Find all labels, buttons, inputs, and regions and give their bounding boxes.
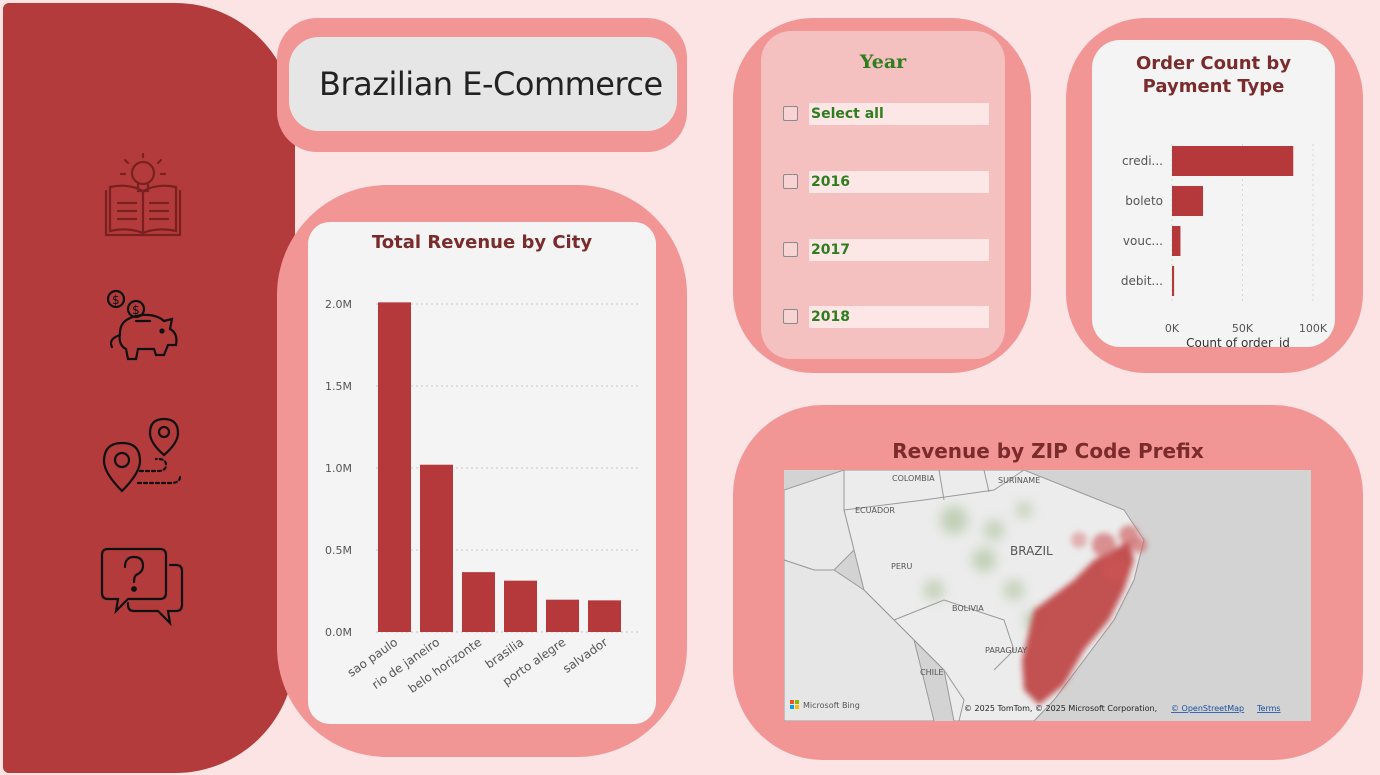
revenue-zip-title: Revenue by ZIP Code Prefix bbox=[892, 439, 1204, 463]
checkbox[interactable] bbox=[783, 242, 798, 257]
map-label-chile: CHILE bbox=[920, 668, 943, 677]
bar bbox=[462, 572, 495, 632]
svg-text:$: $ bbox=[112, 293, 120, 307]
map-label-peru: PERU bbox=[891, 562, 912, 571]
year-option-select-all[interactable]: Select all bbox=[783, 103, 989, 125]
y-tick-label: vouc... bbox=[1123, 234, 1163, 248]
map-label-paraguay: PARAGUAY bbox=[985, 646, 1027, 655]
revenue-zip-card: Revenue by ZIP Code Prefix bbox=[733, 405, 1363, 760]
map-view[interactable]: COLOMBIA SURINAME ECUADOR BRAZIL PERU BO… bbox=[784, 470, 1311, 721]
payment-title-line1: Order Count by bbox=[1135, 53, 1292, 74]
bar bbox=[1172, 146, 1294, 176]
title-box: Brazilian E-Commerce bbox=[289, 37, 677, 131]
payment-type-card: Order Count by Payment Type 0K 50K 100K cre… bbox=[1066, 18, 1363, 373]
bing-logo-icon bbox=[790, 700, 794, 704]
year-option-2018[interactable]: 2018 bbox=[783, 306, 989, 328]
y-tick-label: credi... bbox=[1122, 154, 1163, 168]
map-label-brazil: BRAZIL bbox=[1010, 544, 1053, 558]
checkbox[interactable] bbox=[783, 174, 798, 189]
y-tick-label: 1.0M bbox=[325, 462, 352, 475]
bing-logo-text: Microsoft Bing bbox=[803, 701, 860, 710]
y-tick-label: debit... bbox=[1121, 274, 1163, 288]
payment-title-line2: Payment Type bbox=[1142, 76, 1285, 97]
year-filter-card: Year Select all 2016 2017 2018 bbox=[733, 18, 1031, 373]
payment-type-title: Order Count by Payment Type bbox=[1092, 52, 1335, 98]
y-tick-label: boleto bbox=[1125, 194, 1163, 208]
map-copyright: © 2025 TomTom, © 2025 Microsoft Corporat… bbox=[964, 704, 1157, 713]
y-tick-label: 2.0M bbox=[325, 298, 352, 311]
payment-type-chart-panel: Order Count by Payment Type 0K 50K 100K cre… bbox=[1092, 40, 1335, 347]
y-tick-label: 0.5M bbox=[325, 544, 352, 557]
year-filter-title: Year bbox=[859, 51, 907, 73]
year-option-2017[interactable]: 2017 bbox=[783, 239, 989, 261]
map-route-pins-icon[interactable] bbox=[98, 413, 188, 503]
x-tick-label: belo horizonte bbox=[406, 635, 485, 696]
osm-link[interactable]: © OpenStreetMap bbox=[1171, 704, 1244, 713]
revenue-city-title: Total Revenue by City bbox=[371, 232, 593, 253]
checkbox[interactable] bbox=[783, 309, 798, 324]
bar bbox=[1172, 186, 1204, 216]
checkbox[interactable] bbox=[783, 106, 798, 121]
year-option-label: 2017 bbox=[809, 239, 989, 261]
page-title: Brazilian E-Commerce bbox=[319, 65, 663, 103]
book-lightbulb-icon[interactable] bbox=[98, 152, 188, 243]
revenue-city-card: Total Revenue by City 0.0M 0.5M 1.0M 1.5M 2.… bbox=[277, 185, 687, 757]
bar bbox=[378, 302, 411, 632]
x-tick-label: 100K bbox=[1299, 322, 1328, 335]
question-chat-icon[interactable] bbox=[98, 543, 188, 633]
year-option-2016[interactable]: 2016 bbox=[783, 171, 989, 193]
map-label-ecuador: ECUADOR bbox=[855, 506, 895, 515]
year-option-label: 2018 bbox=[809, 306, 989, 328]
revenue-city-chart-panel: Total Revenue by City 0.0M 0.5M 1.0M 1.5M 2.… bbox=[308, 222, 656, 724]
x-tick-label: salvador bbox=[560, 635, 610, 676]
x-tick-label: 0K bbox=[1165, 322, 1180, 335]
bar bbox=[1172, 266, 1175, 296]
sidebar: $ $ bbox=[3, 3, 295, 773]
map-label-suriname: SURINAME bbox=[998, 476, 1040, 485]
svg-text:$: $ bbox=[132, 303, 140, 317]
y-tick-label: 0.0M bbox=[325, 626, 352, 639]
payment-type-chart[interactable]: 0K 50K 100K credi... boleto vouc... debit... Co… bbox=[1092, 40, 1335, 347]
x-axis-label: Count of order_id bbox=[1186, 336, 1290, 347]
bar bbox=[588, 600, 621, 632]
map-canvas[interactable]: COLOMBIA SURINAME ECUADOR BRAZIL PERU BO… bbox=[784, 470, 1311, 721]
piggy-bank-coins-icon[interactable]: $ $ bbox=[98, 283, 188, 373]
map-label-colombia: COLOMBIA bbox=[892, 474, 935, 483]
y-tick-label: 1.5M bbox=[325, 380, 352, 393]
bar bbox=[546, 599, 579, 632]
terms-link[interactable]: Terms bbox=[1256, 704, 1281, 713]
year-option-label: 2016 bbox=[809, 171, 989, 193]
bar bbox=[420, 464, 453, 632]
x-tick-label: 50K bbox=[1232, 322, 1254, 335]
bar bbox=[1172, 226, 1181, 256]
year-filter-panel: Year Select all 2016 2017 2018 bbox=[761, 31, 1005, 359]
map-label-bolivia: BOLIVIA bbox=[952, 604, 984, 613]
title-card: Brazilian E-Commerce bbox=[277, 18, 687, 152]
bar bbox=[504, 580, 537, 632]
year-option-label: Select all bbox=[809, 103, 989, 125]
